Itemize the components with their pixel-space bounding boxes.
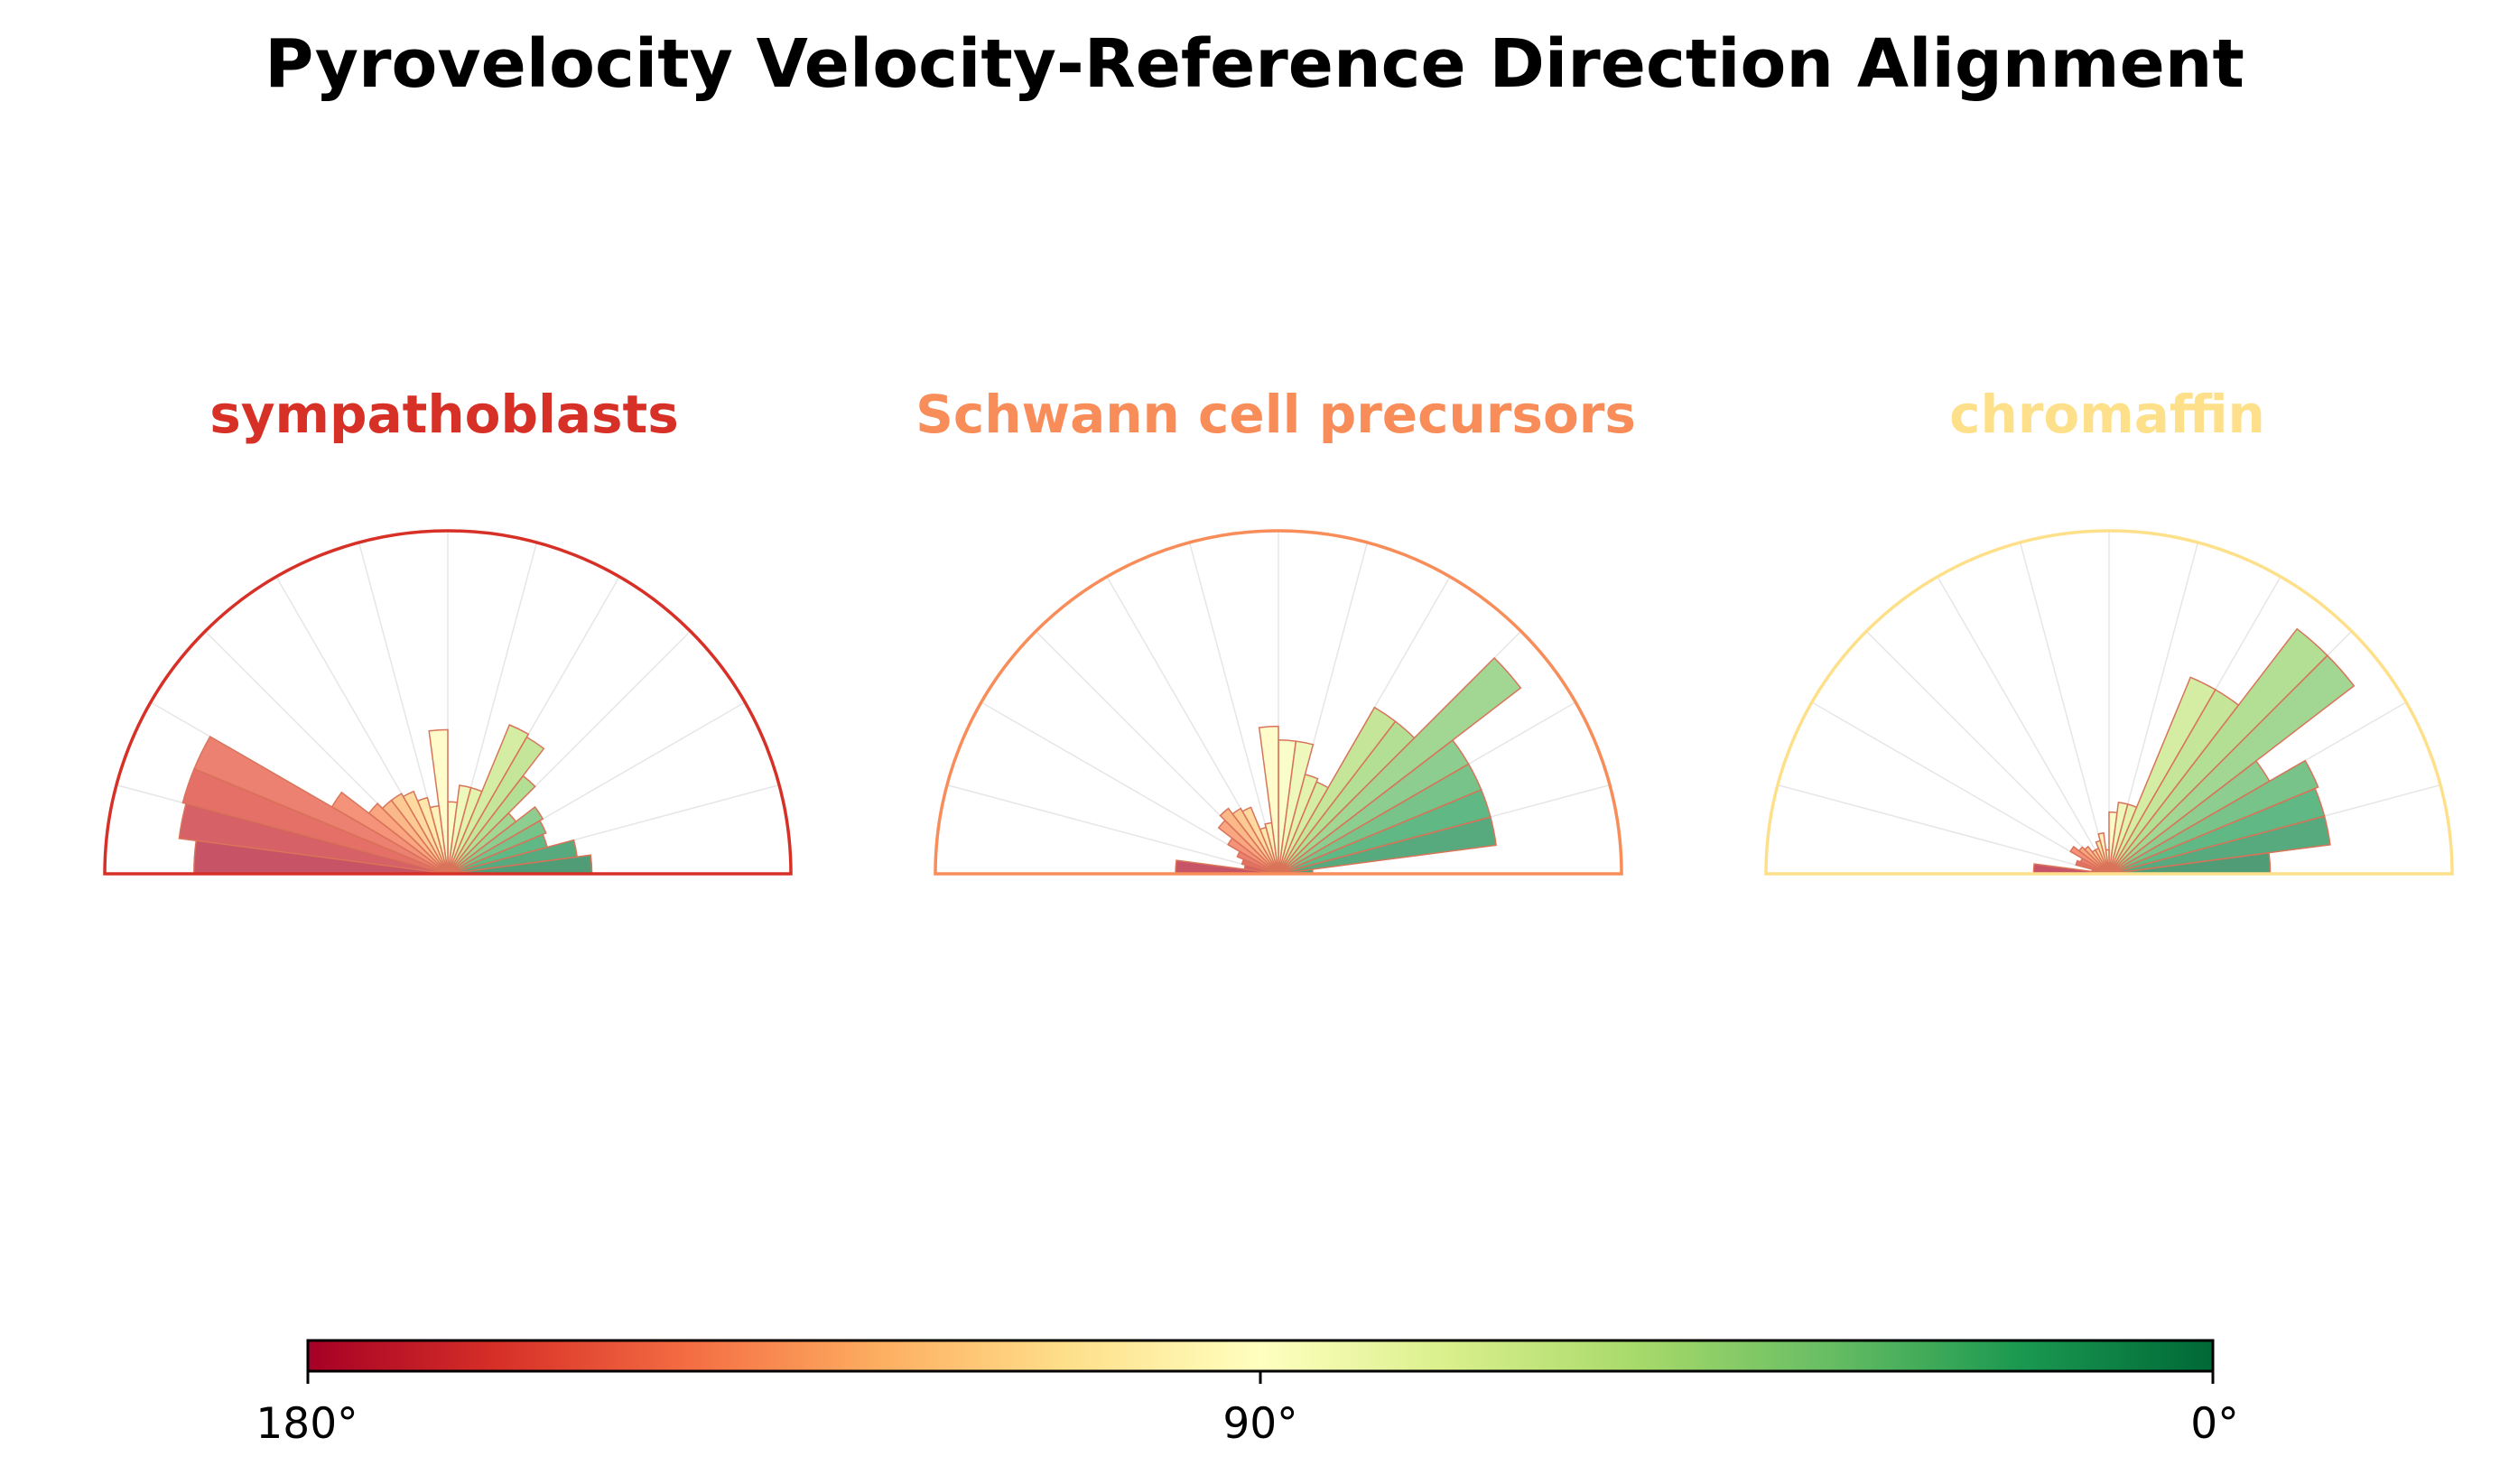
polar-panel-0: [103, 529, 793, 876]
colorbar: [306, 1339, 2215, 1384]
polar-panels: [103, 529, 2454, 876]
histogram-bar: [1278, 656, 1522, 875]
panel-title-sympathoblasts: sympathoblasts: [209, 384, 679, 445]
grid-spoke: [1777, 784, 2110, 875]
polar-frame: [103, 529, 793, 876]
polar-frame: [934, 529, 1623, 876]
colorbar-tick-label-0: 0°: [2190, 1399, 2239, 1449]
polar-frame: [1764, 529, 2454, 876]
histogram-bar: [2108, 811, 2118, 875]
polar-panel-1: [934, 529, 1623, 876]
colorbar-tick-label-180: 180°: [256, 1399, 358, 1449]
histogram-bar: [2069, 845, 2110, 875]
histogram-bar: [2108, 627, 2328, 875]
colorbar-tick-label-90: 90°: [1222, 1399, 1298, 1449]
histogram-bar: [1278, 706, 1397, 875]
polar-panel-2: [1764, 529, 2454, 876]
histogram-bar: [1227, 837, 1279, 875]
histogram-bar: [1236, 850, 1279, 875]
histogram-bar: [447, 805, 544, 875]
histogram-bar: [2108, 676, 2216, 875]
panel-title-schwann-cell-precursors: Schwann cell precursors: [915, 384, 1636, 445]
histogram-bar: [181, 767, 449, 875]
histogram-bar: [178, 802, 449, 875]
grid-spoke: [2019, 542, 2110, 875]
histogram-bar: [2108, 759, 2319, 875]
histogram-bar: [1241, 858, 1279, 875]
histogram-bar: [2108, 802, 2129, 875]
histogram-bar: [447, 724, 530, 875]
grid-spoke: [946, 784, 1279, 875]
histogram-bar: [1217, 819, 1279, 875]
histogram-bar: [447, 784, 472, 875]
grid-spoke: [1811, 701, 2110, 875]
colorbar-gradient: [306, 1339, 2215, 1373]
histogram-bar: [2075, 859, 2110, 875]
grid-spoke: [1188, 542, 1279, 875]
panel-title-chromaffin: chromaffin: [1949, 384, 2265, 445]
grid-spoke: [1937, 576, 2110, 875]
grid-spoke: [1865, 630, 2110, 875]
histogram-bar: [1219, 807, 1279, 875]
figure-title: Pyrovelocity Velocity-Reference Directio…: [265, 25, 2244, 103]
